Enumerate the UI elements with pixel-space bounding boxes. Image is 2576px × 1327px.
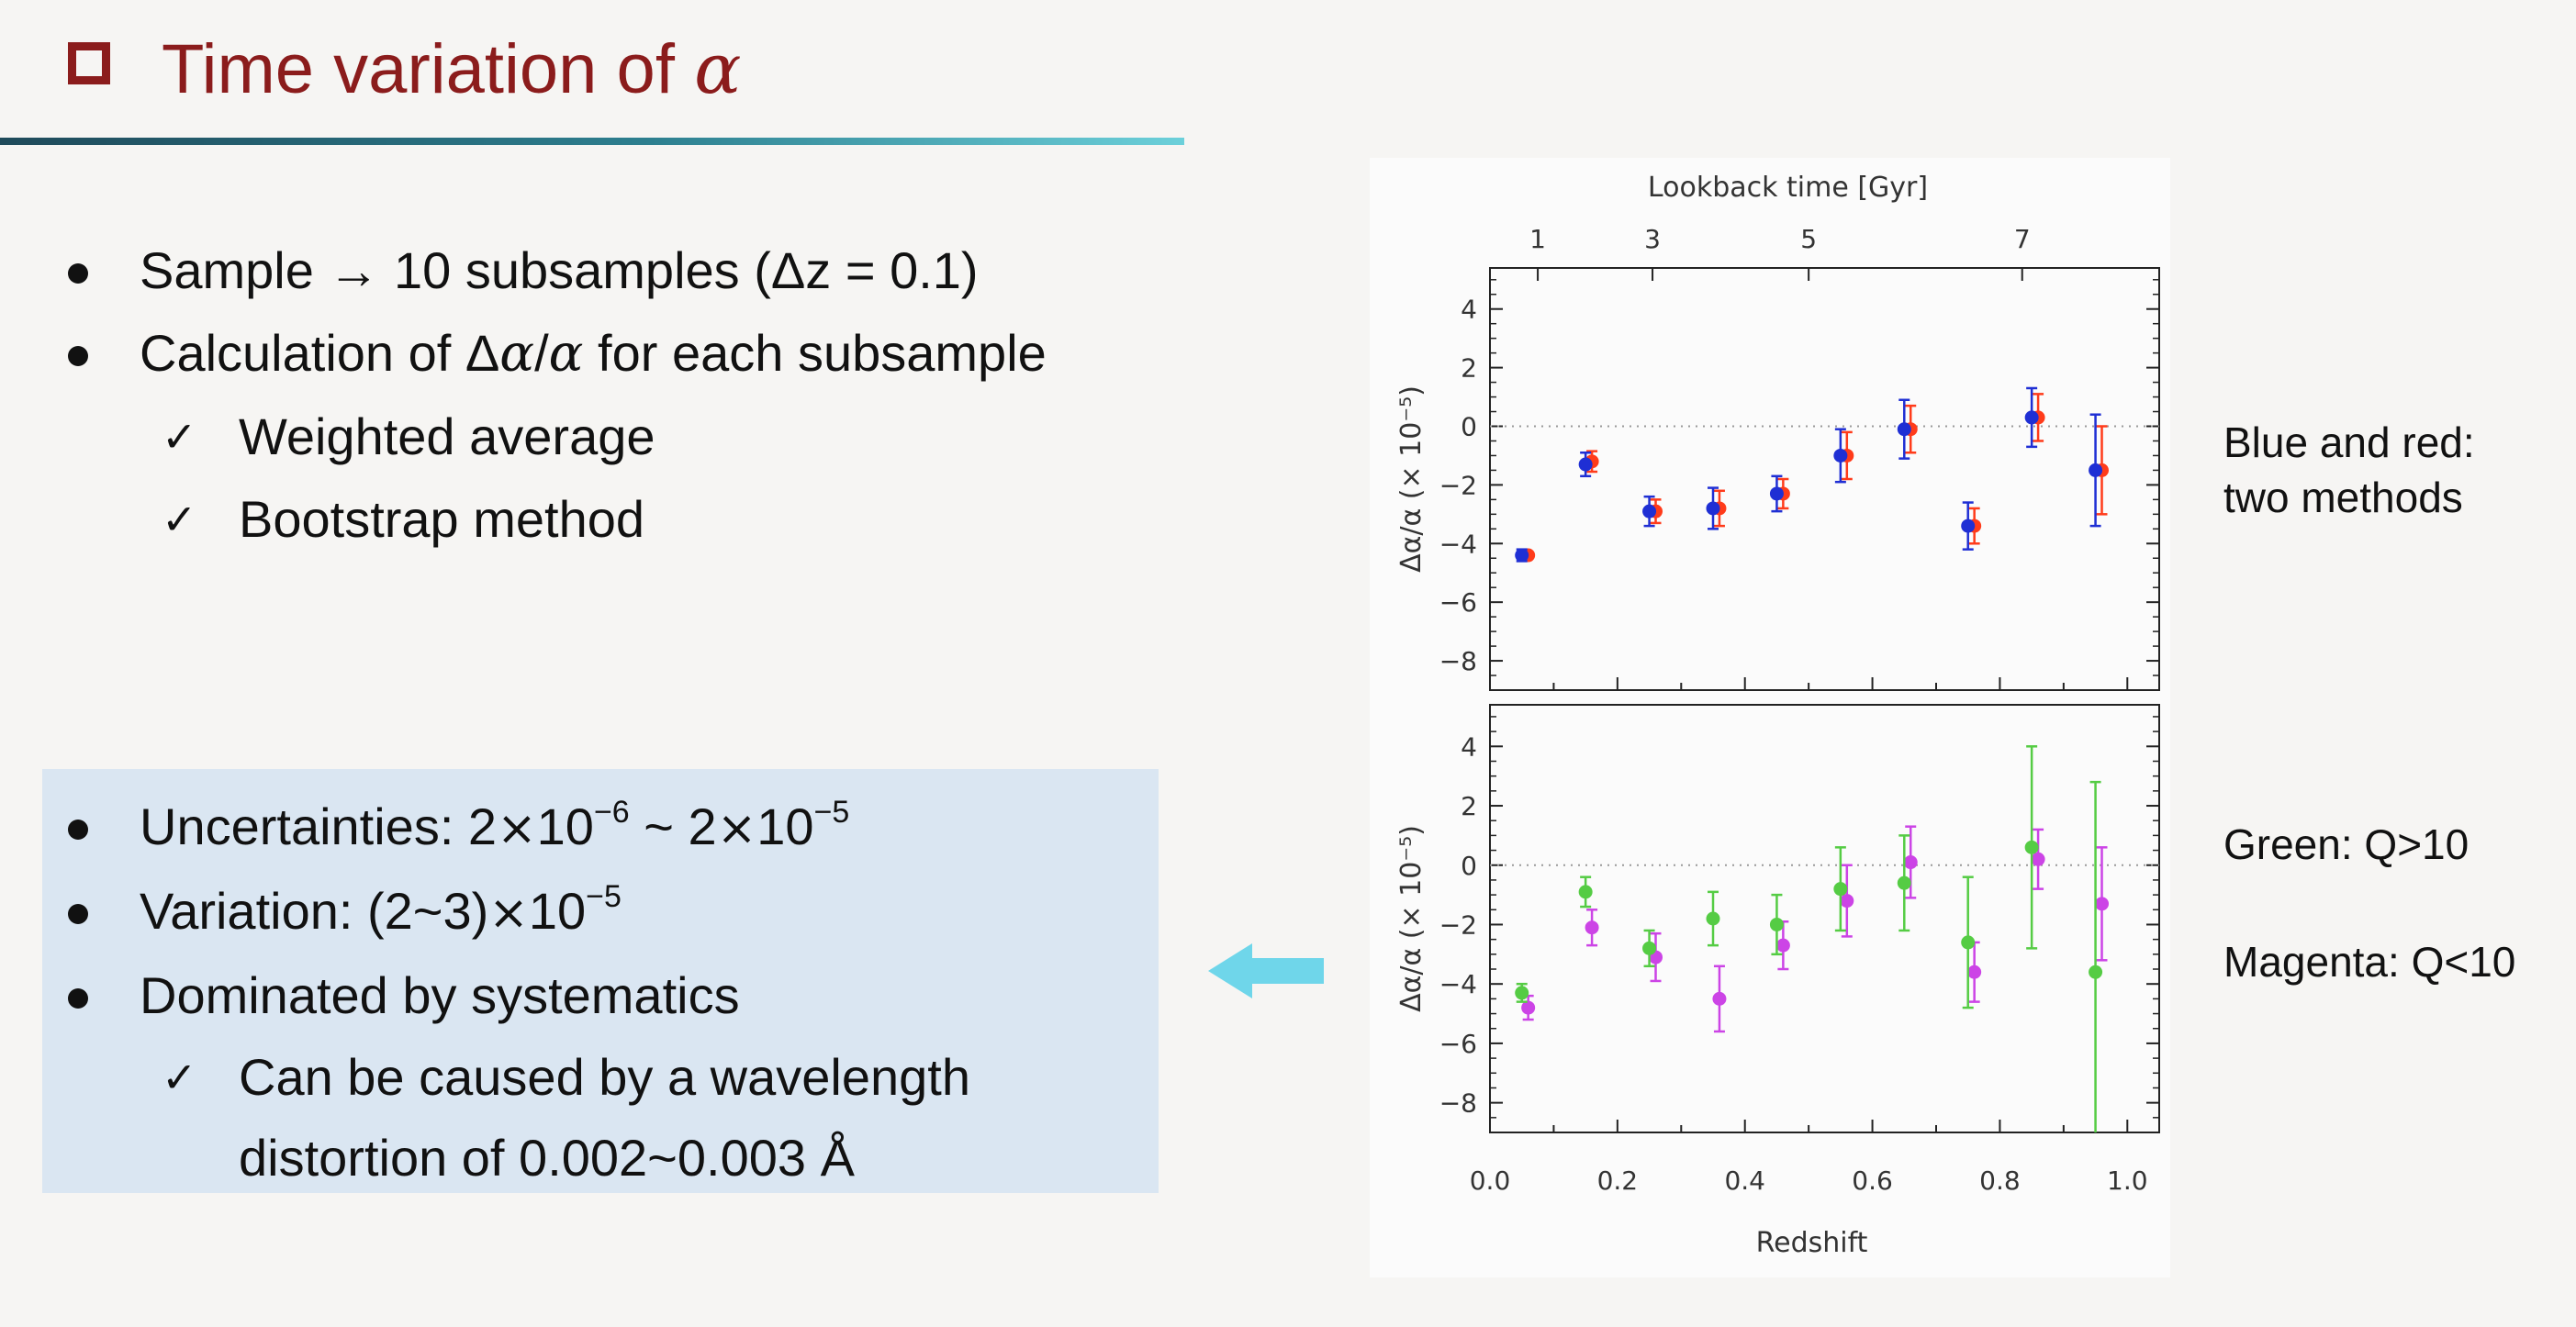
x-axis-label: Redshift (1756, 1227, 1868, 1259)
y-axis-label: Δα/α (× 10⁻⁵) (1395, 385, 1428, 573)
x-tick-label: 0.2 (1597, 1165, 1639, 1196)
y-tick-label: −4 (1439, 969, 1477, 999)
data-point-blue (1706, 501, 1720, 516)
top-tick-label: 5 (1800, 224, 1817, 254)
y-tick-label: −2 (1439, 909, 1477, 940)
data-point-blue (1642, 504, 1657, 519)
data-point-green (1515, 986, 1529, 1000)
data-point-magenta (2031, 852, 2045, 866)
left-arrow-icon (1208, 943, 1324, 998)
bullet-uncertainties: Uncertainties: 2×10−6 ~ 2×10−5 (55, 786, 1148, 870)
chart-panel: 4 2 0 −2 −4 −6 −8 Δα/α (× 10⁻⁵) 1 3 5 7 Lookback tim… (1370, 158, 2170, 1277)
y-tick-label: −2 (1439, 470, 1477, 500)
y-axis-label: Δα/α (× 10⁻⁵) (1395, 825, 1428, 1012)
data-point-green (1833, 882, 1848, 897)
title-alpha-symbol: α (694, 28, 742, 109)
y-tick-label: −8 (1439, 646, 1477, 676)
data-point-blue (2089, 463, 2103, 477)
data-point-blue (1578, 457, 1593, 472)
x-tick-label: 0.0 (1470, 1165, 1511, 1196)
check-icon: ✓ (162, 412, 197, 462)
bullet-dominated: Dominated by systematics (55, 954, 1148, 1037)
subbullet-wavelength-distortion: ✓ Can be caused by a wavelength distortio… (55, 1037, 1148, 1199)
y-tick-label: 4 (1461, 295, 1477, 325)
bullet-sample: Sample → 10 subsamples (Δz = 0.1) (55, 229, 1203, 312)
check-icon: ✓ (162, 495, 197, 544)
redshift-chart: 4 2 0 −2 −4 −6 −8 Δα/α (× 10⁻⁵) 1 3 5 7 Lookback tim… (1395, 172, 2160, 1259)
chart-panel-2: 4 2 0 −2 −4 −6 −8 Δα/α (× 10⁻⁵) 0.0 0.2 0.4 0.6 0.8 1… (1395, 704, 2160, 1259)
data-point-green (2024, 840, 2039, 854)
plot-frame (1489, 267, 2160, 691)
note-green: Green: Q>10 (2223, 820, 2470, 868)
subbullet-weighted-average: ✓ Weighted average (55, 396, 1203, 478)
bullet-calculation: Calculation of Δα/α for each subsample (55, 312, 1203, 396)
data-point-green (1642, 941, 1657, 955)
data-point-magenta (1840, 894, 1854, 909)
top-tick-label: 7 (2014, 224, 2031, 254)
top-bullet-list: Sample → 10 subsamples (Δz = 0.1) Calcul… (55, 229, 1203, 561)
data-point-green (1769, 917, 1784, 931)
note-magenta: Magenta: Q<10 (2223, 938, 2516, 986)
data-point-magenta (1903, 855, 1918, 870)
y-tick-label: −8 (1439, 1088, 1477, 1119)
top-tick-label: 1 (1529, 224, 1546, 254)
y-tick-label: 0 (1461, 412, 1477, 442)
y-tick-label: −6 (1439, 587, 1477, 618)
data-point-blue (1961, 519, 1976, 533)
y-tick-label: −6 (1439, 1029, 1477, 1059)
data-point-green (1578, 885, 1593, 899)
summary-box: Uncertainties: 2×10−6 ~ 2×10−5 Variation… (42, 769, 1159, 1193)
check-icon: ✓ (162, 1053, 197, 1102)
y-tick-label: 4 (1461, 731, 1477, 762)
data-point-magenta (1585, 920, 1599, 935)
data-point-magenta (1775, 938, 1790, 953)
data-point-blue (1833, 448, 1848, 463)
data-point-blue (1515, 548, 1529, 563)
data-point-magenta (1712, 991, 1727, 1006)
page-title: Time variation of α (162, 28, 742, 109)
bullet-variation: Variation: (2~3)×10−5 (55, 870, 1148, 954)
y-tick-label: 2 (1461, 353, 1477, 384)
y-tick-label: −4 (1439, 529, 1477, 559)
top-tick-label: 3 (1644, 224, 1661, 254)
data-point-green (2089, 965, 2103, 979)
top-axis-label: Lookback time [Gyr] (1648, 172, 1928, 204)
data-point-green (1897, 875, 1911, 890)
note-blue-red: Blue and red: two methods (2223, 418, 2475, 521)
data-point-magenta (2095, 897, 2110, 911)
plot-frame (1489, 704, 2160, 1133)
title-square-icon (68, 42, 110, 84)
data-point-magenta (1967, 965, 1982, 979)
data-point-green (1961, 935, 1976, 950)
chart-panel-1: 4 2 0 −2 −4 −6 −8 Δα/α (× 10⁻⁵) 1 3 5 7 Lookback tim… (1395, 172, 2160, 691)
x-tick-label: 1.0 (2107, 1165, 2148, 1196)
data-point-green (1706, 911, 1720, 926)
data-point-blue (1897, 422, 1911, 437)
data-point-blue (2024, 410, 2039, 425)
x-tick-label: 0.6 (1852, 1165, 1893, 1196)
data-point-magenta (1521, 1000, 1536, 1015)
x-tick-label: 0.8 (1979, 1165, 2021, 1196)
x-tick-label: 0.4 (1724, 1165, 1765, 1196)
data-point-blue (1769, 486, 1784, 501)
y-tick-label: 2 (1461, 791, 1477, 821)
subbullet-bootstrap: ✓ Bootstrap method (55, 478, 1203, 561)
y-tick-label: 0 (1461, 851, 1477, 881)
title-underline (0, 138, 1184, 145)
